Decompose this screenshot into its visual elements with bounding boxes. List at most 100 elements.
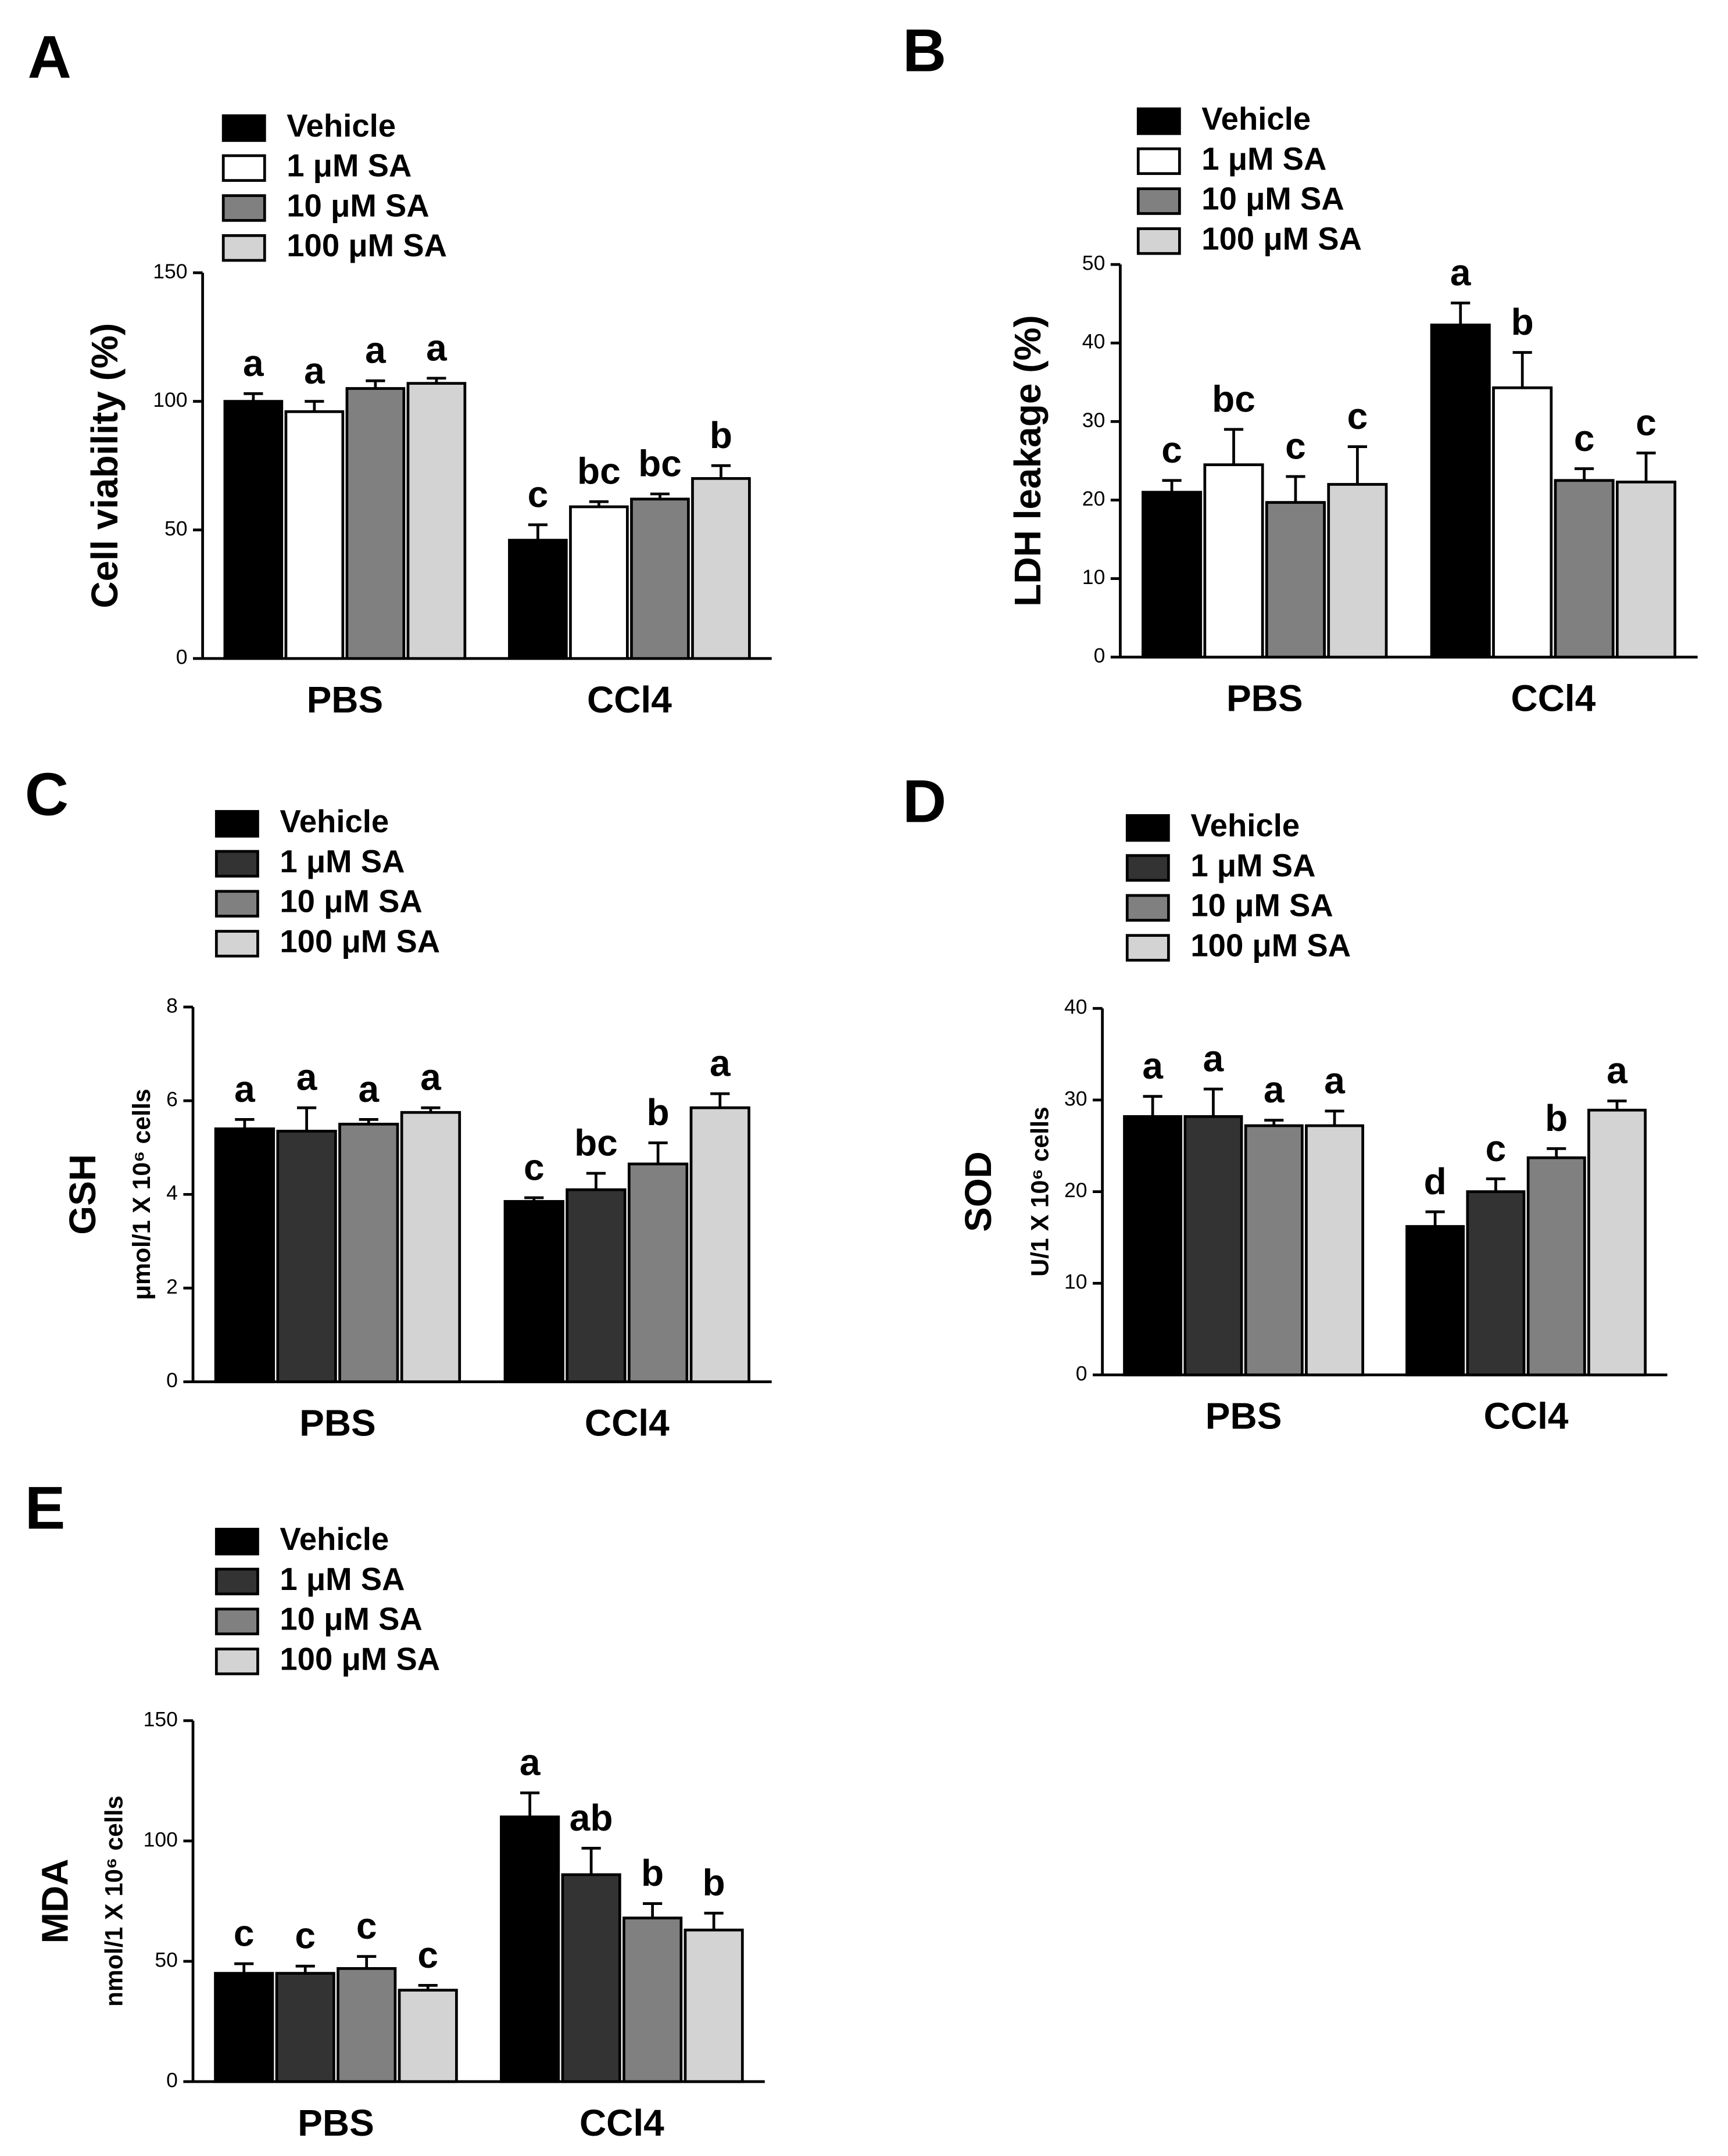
bar: [284, 410, 345, 660]
x-tick-label: CCl4: [587, 679, 672, 721]
y-axis-label: GSH: [62, 1154, 103, 1235]
y-tick-label: 30: [1082, 409, 1106, 432]
legend-label: 1 μM SA: [287, 148, 412, 184]
bar: [1616, 481, 1677, 659]
y-axis-sublabel: μmol/1 X 10⁶ cells: [128, 1089, 156, 1300]
bar: [503, 1200, 564, 1384]
legend-swatch: [214, 1567, 259, 1596]
legend-label: Vehicle: [1201, 101, 1311, 137]
y-tick-label: 4: [166, 1181, 178, 1205]
significance-label: a: [420, 1056, 441, 1098]
significance-label: c: [1285, 425, 1306, 467]
bar: [1244, 1124, 1304, 1377]
y-tick-label: 0: [1076, 1362, 1087, 1385]
significance-label: a: [304, 350, 325, 392]
bar: [689, 1106, 750, 1384]
y-tick-label: 10: [1082, 565, 1106, 589]
significance-label: b: [710, 414, 732, 456]
legend-label: 100 μM SA: [1190, 927, 1351, 963]
bar: [627, 1162, 689, 1384]
y-tick-label: 0: [166, 1369, 178, 1392]
legend-swatch: [214, 850, 259, 878]
legend-swatch: [221, 114, 266, 142]
bar: [1587, 1108, 1647, 1377]
legend-label: 10 μM SA: [280, 1602, 422, 1637]
x-tick-label: PBS: [1205, 1395, 1282, 1437]
legend-label: Vehicle: [287, 108, 396, 144]
x-tick-label: CCl4: [585, 1402, 670, 1444]
legend-swatch: [214, 1528, 259, 1556]
bar: [275, 1972, 335, 2083]
y-axis-label: MDA: [34, 1859, 76, 1944]
y-tick-label: 150: [153, 260, 187, 283]
significance-label: c: [1636, 402, 1657, 443]
legend-swatch: [1136, 187, 1181, 215]
y-tick-label: 150: [144, 1707, 178, 1731]
legend-label: 1 μM SA: [1201, 141, 1326, 177]
legend-swatch: [1125, 854, 1170, 882]
bar: [622, 1917, 683, 2083]
x-tick-label: PBS: [299, 1402, 376, 1444]
bar: [630, 497, 690, 660]
y-tick-label: 6: [166, 1088, 178, 1111]
x-tick-label: PBS: [307, 679, 384, 721]
significance-label: a: [1203, 1038, 1224, 1080]
bar: [691, 477, 751, 660]
legend-swatch: [214, 810, 259, 838]
legend-swatch: [1136, 227, 1181, 255]
significance-label: a: [520, 1742, 541, 1783]
significance-label: a: [1324, 1059, 1345, 1101]
legend-swatch: [1136, 107, 1181, 135]
bar: [1183, 1115, 1243, 1377]
y-tick-label: 0: [176, 646, 188, 669]
y-tick-label: 10: [1064, 1270, 1087, 1294]
legend-label: 10 μM SA: [1190, 888, 1333, 923]
y-tick-label: 100: [153, 388, 187, 411]
significance-label: b: [1545, 1097, 1568, 1139]
x-tick-label: CCl4: [579, 2102, 664, 2144]
significance-label: ab: [570, 1797, 613, 1839]
legend-label: 100 μM SA: [280, 1641, 440, 1677]
panel-letter: A: [28, 24, 71, 91]
bar: [1492, 386, 1553, 659]
bar: [566, 1188, 627, 1384]
significance-label: a: [1607, 1050, 1627, 1091]
y-axis-label: Cell viability (%): [84, 323, 126, 608]
x-tick-label: PBS: [298, 2102, 374, 2144]
bar: [338, 1123, 399, 1384]
legend-label: Vehicle: [1190, 808, 1300, 843]
bar: [400, 1111, 461, 1384]
significance-label: a: [1264, 1069, 1285, 1111]
bar: [1554, 479, 1615, 659]
bar: [1526, 1156, 1586, 1377]
significance-label: a: [710, 1043, 731, 1084]
significance-label: a: [358, 1068, 379, 1110]
significance-label: bc: [1212, 378, 1255, 420]
x-tick-label: PBS: [1226, 678, 1303, 719]
significance-label: c: [356, 1905, 377, 1947]
legend-label: 1 μM SA: [1190, 848, 1315, 883]
y-tick-label: 100: [144, 1828, 178, 1851]
panel-letter: C: [25, 761, 69, 828]
legend-label: Vehicle: [280, 1521, 389, 1557]
bar: [684, 1928, 744, 2083]
bar: [1305, 1124, 1365, 1377]
y-tick-label: 50: [155, 1948, 178, 1971]
panel-letter: B: [903, 17, 946, 84]
legend-label: 100 μM SA: [287, 228, 447, 263]
y-tick-label: 40: [1064, 995, 1087, 1019]
significance-label: b: [641, 1852, 664, 1894]
significance-label: b: [1511, 301, 1534, 343]
significance-label: bc: [574, 1122, 618, 1164]
significance-label: c: [417, 1934, 438, 1976]
significance-label: a: [243, 342, 264, 384]
significance-label: c: [1486, 1127, 1507, 1169]
x-tick-label: CCl4: [1484, 1395, 1569, 1437]
legend-label: 1 μM SA: [280, 1562, 405, 1597]
y-tick-label: 0: [166, 2068, 178, 2091]
panel-letter: E: [25, 1474, 66, 1542]
legend-swatch: [214, 930, 259, 958]
bar: [561, 1873, 621, 2083]
significance-label: c: [524, 1146, 545, 1188]
legend-label: 100 μM SA: [280, 923, 440, 959]
